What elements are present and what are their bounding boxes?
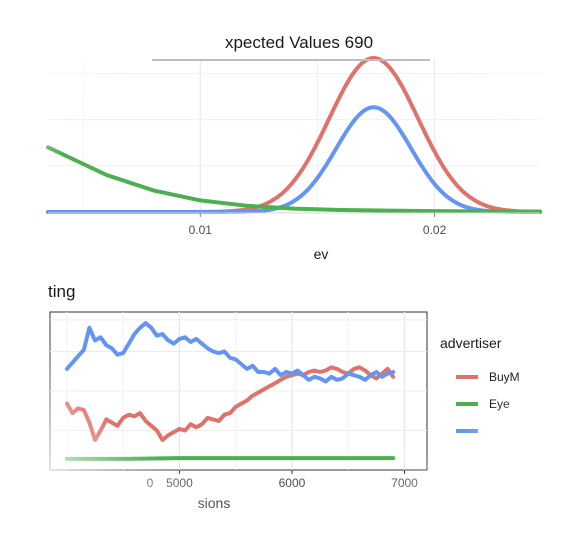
chart-stage: 0.010.02xpected Values 690ev 50006000700… (0, 0, 584, 536)
lens-vignette (0, 0, 584, 536)
